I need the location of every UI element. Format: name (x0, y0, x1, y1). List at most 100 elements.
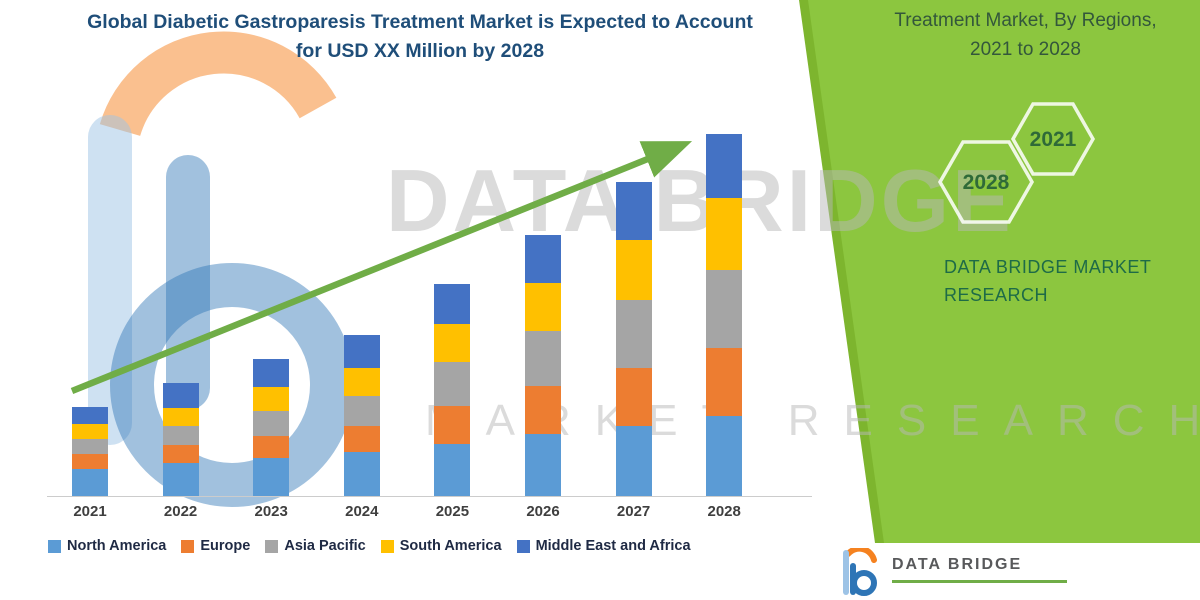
hexagon-2021 (1010, 102, 1096, 176)
bar-segment-middle-east-and-africa (253, 359, 290, 387)
stacked-bar-2025 (434, 284, 471, 496)
chart-legend: North America Europe Asia Pacific South Ame… (48, 538, 838, 554)
stacked-bar-2021 (72, 407, 108, 496)
logo-orange-arc (845, 548, 877, 563)
x-axis-line (47, 496, 812, 497)
stacked-bar-2027 (615, 182, 652, 496)
bar-segment-asia-pacific (343, 396, 380, 426)
side-panel-heading-line1: Treatment Market, By Regions, (894, 10, 1157, 31)
bar-segment-north-america (253, 458, 290, 496)
bar-segment-europe (343, 426, 380, 452)
bar-segment-europe (72, 454, 108, 469)
bar-segment-south-america (343, 368, 380, 396)
x-axis-label: 2022 (163, 503, 198, 520)
x-axis-label: 2025 (435, 503, 470, 520)
stacked-bar-2022 (162, 383, 199, 496)
side-panel-brand: DATA BRIDGE MARKET RESEARCH (944, 254, 1151, 310)
bar-segment-south-america (72, 424, 108, 439)
plot-area (47, 127, 815, 497)
hexagon-2021-label: 2021 (1030, 128, 1077, 151)
chart-title-line1: Global Diabetic Gastroparesis Treatment … (87, 11, 753, 33)
side-panel-heading-line2: 2021 to 2028 (970, 39, 1081, 61)
bar-segment-north-america (434, 444, 471, 496)
bar-segment-middle-east-and-africa (343, 335, 380, 368)
legend-item: Middle East and Africa (516, 538, 691, 554)
bar-segment-south-america (162, 408, 199, 426)
legend-label: Asia Pacific (284, 538, 366, 554)
legend-swatch (181, 539, 195, 553)
bar-segment-south-america (525, 283, 561, 331)
bar-segment-north-america (343, 452, 380, 496)
bar-segment-north-america (615, 426, 652, 496)
chart-title: Global Diabetic Gastroparesis Treatment … (10, 8, 830, 67)
brand-line1: DATA BRIDGE MARKET (944, 257, 1152, 277)
bar-segment-middle-east-and-africa (706, 134, 743, 198)
bar-segment-europe (162, 445, 199, 463)
bar-segment-middle-east-and-africa (434, 284, 471, 324)
bar-segment-europe (253, 436, 290, 458)
side-panel-heading: Treatment Market, By Regions, 2021 to 20… (858, 6, 1193, 65)
x-axis-label: 2027 (616, 503, 651, 520)
brand-line2: RESEARCH (944, 284, 1049, 305)
hexagon-2028-label: 2028 (963, 171, 1010, 194)
bar-segment-asia-pacific (253, 411, 290, 436)
footer-logo-textblock: DATA BRIDGE (892, 548, 1067, 583)
legend-swatch (380, 539, 394, 553)
x-axis-label: 2026 (526, 503, 560, 520)
bar-segment-south-america (434, 324, 471, 362)
side-panel-shape (808, 0, 1200, 543)
stacked-bar-2026 (525, 235, 561, 496)
bar-segment-europe (706, 348, 743, 416)
bar-segment-asia-pacific (706, 270, 743, 348)
bar-segment-middle-east-and-africa (72, 407, 108, 424)
hexagon-2028 (937, 140, 1035, 224)
bar-segment-asia-pacific (162, 426, 199, 445)
watermark-orange-arc (99, 31, 337, 137)
x-axis-label: 2024 (345, 503, 379, 520)
legend-item: Europe (181, 538, 250, 554)
bar-segment-asia-pacific (615, 300, 652, 368)
x-axis-label: 2023 (254, 503, 288, 520)
bar-segment-asia-pacific (72, 439, 108, 454)
bar-segment-middle-east-and-africa (525, 235, 561, 283)
hexagon-badges: 2028 2021 (937, 102, 1096, 224)
x-axis-label: 2028 (707, 503, 741, 520)
bar-segment-south-america (706, 198, 743, 270)
footer-logo: DATA BRIDGE (838, 548, 1067, 598)
bar-segment-europe (525, 386, 561, 434)
footer-logo-text: DATA BRIDGE (892, 556, 1023, 573)
bar-segment-north-america (72, 469, 108, 496)
stacked-bar-2024 (343, 335, 380, 496)
bar-segment-asia-pacific (434, 362, 471, 406)
legend-swatch (48, 539, 61, 553)
bar-segment-europe (434, 406, 471, 444)
x-axis-labels: 2021 2022 2023 2024 2025 2026 2027 2028 (55, 503, 815, 525)
chart-title-line2: for USD XX Million by 2028 (295, 40, 545, 63)
x-axis-label: 2021 (73, 503, 107, 520)
legend-item: Asia Pacific (265, 538, 366, 554)
bar-segment-middle-east-and-africa (615, 182, 652, 240)
legend-swatch (265, 539, 279, 553)
bar-segment-south-america (253, 387, 290, 411)
stacked-bar-2023 (253, 359, 290, 496)
legend-label: North America (67, 538, 167, 554)
bar-segment-north-america (706, 416, 743, 496)
bar-segment-north-america (525, 434, 561, 496)
footer-underline (892, 580, 1067, 583)
bar-segment-south-america (615, 240, 652, 300)
legend-label: Europe (200, 538, 251, 554)
dbmr-logo-icon (843, 548, 877, 596)
bar-segment-middle-east-and-africa (162, 383, 199, 408)
bar-segment-asia-pacific (525, 331, 561, 386)
legend-label: South America (399, 538, 502, 554)
legend-item: South America (380, 538, 502, 554)
legend-label: Middle East and Africa (535, 538, 691, 554)
logo-blue-bowl (851, 570, 877, 596)
bar-segment-europe (615, 368, 652, 426)
legend-swatch (516, 539, 530, 553)
bar-segment-north-america (162, 463, 199, 496)
stacked-bar-2028 (706, 134, 743, 496)
legend-item: North America (48, 538, 166, 554)
